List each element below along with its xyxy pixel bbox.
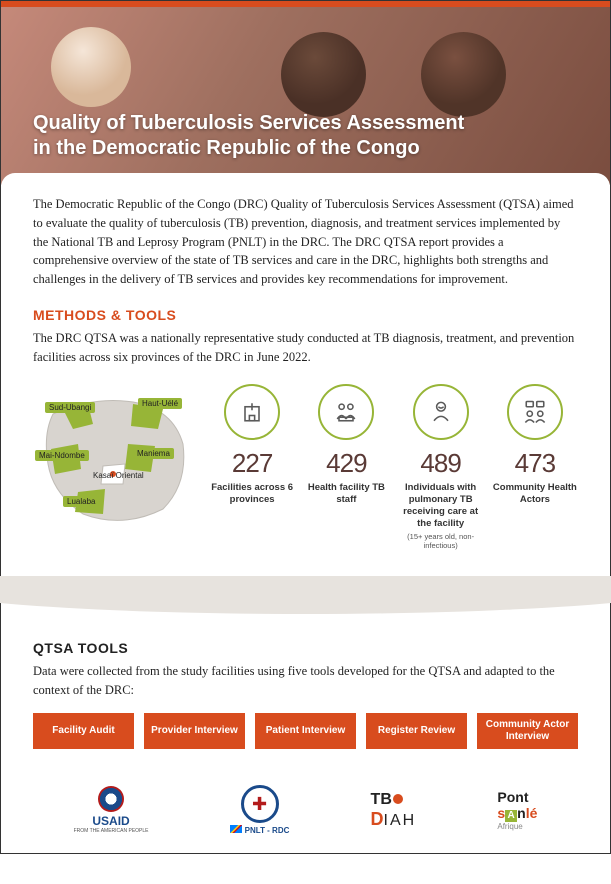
tools-heading: QTSA TOOLS — [33, 640, 578, 656]
usaid-text: USAID — [92, 814, 129, 828]
usaid-logo: USAID FROM THE AMERICAN PEOPLE — [74, 786, 149, 834]
pnlt-logo: ✚ PNLT - RDC — [230, 785, 290, 835]
tools-section: QTSA TOOLS Data were collected from the … — [1, 614, 610, 770]
wave-divider-section — [1, 576, 610, 614]
page-title: Quality of Tuberculosis Services Assessm… — [33, 111, 464, 161]
stat-facilities: 227 Facilities across 6 provinces — [209, 384, 295, 506]
drc-map: Sud-Ubangi Haut-Uélé Mai-Ndombe Maniema … — [33, 384, 201, 534]
title-line: in the Democratic Republic of the Congo — [33, 136, 464, 161]
stat-number: 227 — [232, 448, 272, 479]
tool-chip: Facility Audit — [33, 713, 134, 749]
province-label: Lualaba — [63, 496, 99, 507]
tb-text: TB — [371, 791, 392, 808]
pont-word: Pont — [497, 789, 528, 805]
stat-community: 473 Community Health Actors — [492, 384, 578, 506]
province-label: Maniema — [133, 448, 174, 459]
tbdiah-logo: TBDIAH — [371, 791, 417, 830]
stat-label: Facilities across 6 provinces — [209, 482, 295, 506]
a-square-icon: A — [505, 810, 517, 822]
stat-sublabel: (15+ years old, non-infectious) — [398, 532, 484, 550]
iah-text: IAH — [384, 812, 417, 829]
drc-flag-icon — [230, 825, 242, 833]
tool-chip-row: Facility Audit Provider Interview Patien… — [33, 713, 578, 749]
pont-sante-logo: Pont sAnlé Afrique — [497, 789, 537, 831]
tbdiah-text: TBDIAH — [371, 791, 417, 830]
province-label: Haut-Uélé — [138, 398, 182, 409]
title-line: Quality of Tuberculosis Services Assessm… — [33, 111, 464, 136]
tool-chip: Community Actor Interview — [477, 713, 578, 749]
le-text: lé — [526, 805, 538, 821]
stats-row: Sud-Ubangi Haut-Uélé Mai-Ndombe Maniema … — [33, 384, 578, 550]
person-illustration — [421, 32, 506, 117]
person-illustration — [281, 32, 366, 117]
afrique-text: Afrique — [497, 822, 537, 831]
methods-text: The DRC QTSA was a nationally representa… — [33, 329, 578, 367]
usaid-subtext: FROM THE AMERICAN PEOPLE — [74, 828, 149, 834]
s-text: s — [497, 805, 505, 821]
pnlt-text: PNLT - RDC — [230, 825, 290, 835]
content-area: The Democratic Republic of the Congo (DR… — [1, 173, 610, 550]
usaid-seal-icon — [98, 786, 124, 812]
dot-icon — [393, 794, 403, 804]
tool-chip: Provider Interview — [144, 713, 245, 749]
stat-patients: 489 Individuals with pulmonary TB receiv… — [398, 384, 484, 550]
stat-label: Community Health Actors — [492, 482, 578, 506]
facility-icon — [224, 384, 280, 440]
stat-label: Individuals with pulmonary TB receiving … — [398, 482, 484, 530]
pnlt-label: PNLT - RDC — [245, 826, 290, 835]
pnlt-seal-icon: ✚ — [241, 785, 279, 823]
community-icon — [507, 384, 563, 440]
stat-number: 473 — [515, 448, 555, 479]
patient-icon — [413, 384, 469, 440]
province-label: Kasaï Oriental — [89, 470, 148, 481]
staff-icon — [318, 384, 374, 440]
stat-label: Health facility TB staff — [303, 482, 389, 506]
pont-text: Pont sAnlé Afrique — [497, 789, 537, 831]
intro-paragraph: The Democratic Republic of the Congo (DR… — [33, 195, 578, 289]
tool-chip: Patient Interview — [255, 713, 356, 749]
hero-photo-section: Quality of Tuberculosis Services Assessm… — [1, 7, 610, 185]
methods-heading: METHODS & TOOLS — [33, 307, 578, 323]
province-label: Mai-Ndombe — [35, 450, 89, 461]
stat-number: 489 — [420, 448, 460, 479]
province-label: Sud-Ubangi — [45, 402, 95, 413]
person-illustration — [51, 27, 131, 107]
logo-row: USAID FROM THE AMERICAN PEOPLE ✚ PNLT - … — [1, 769, 610, 853]
wave-shape — [0, 576, 611, 614]
stat-number: 429 — [326, 448, 366, 479]
tools-intro: Data were collected from the study facil… — [33, 662, 578, 700]
tool-chip: Register Review — [366, 713, 467, 749]
stat-staff: 429 Health facility TB staff — [303, 384, 389, 506]
d-text: D — [371, 809, 384, 829]
n-text: n — [517, 805, 526, 821]
